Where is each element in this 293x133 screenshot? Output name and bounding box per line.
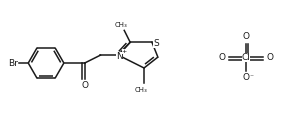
Text: O: O	[242, 73, 249, 82]
Text: N: N	[116, 52, 123, 61]
Text: O: O	[81, 81, 88, 90]
Text: +: +	[122, 49, 127, 54]
Text: Br: Br	[8, 59, 18, 68]
Text: CH₃: CH₃	[115, 22, 128, 28]
Text: S: S	[153, 39, 159, 48]
Text: CH₃: CH₃	[135, 87, 147, 93]
Text: O: O	[242, 32, 249, 41]
Text: O: O	[266, 53, 273, 62]
Text: Cl: Cl	[241, 53, 251, 62]
Text: O: O	[219, 53, 226, 62]
Text: ⁻: ⁻	[250, 72, 254, 81]
